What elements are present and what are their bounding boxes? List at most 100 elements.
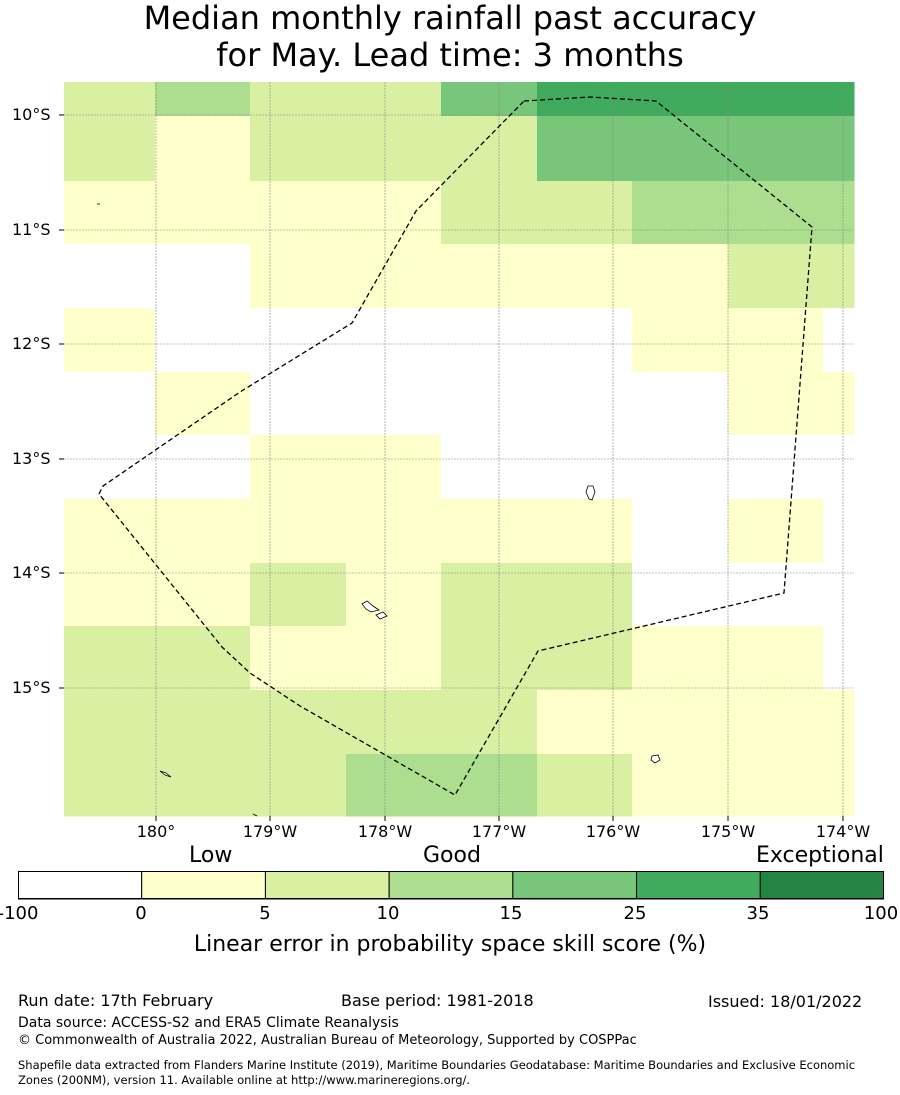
grid-cell (64, 372, 156, 436)
issued-date: Issued: 18/01/2022 (708, 992, 863, 1011)
grid-cell (632, 308, 729, 373)
colorbar-label: Linear error in probability space skill … (193, 932, 707, 957)
grid-cell (537, 499, 633, 564)
grid-cell (823, 308, 855, 373)
category-low: Low (189, 843, 233, 868)
grid-cell (250, 563, 347, 627)
grid-cell (250, 181, 347, 245)
island-1 (585, 485, 596, 501)
base-period: Base period: 1981-2018 (341, 991, 534, 1010)
grid-cell (441, 244, 538, 309)
grid-cell (537, 435, 633, 500)
lat-label-10s: 10°S (12, 105, 51, 124)
island-2 (361, 600, 380, 613)
grid-cell (728, 499, 824, 564)
grid-cell (728, 626, 824, 691)
grid-cell (632, 116, 729, 182)
grid-cell (64, 116, 156, 182)
grid-cell (250, 372, 347, 436)
grid-cell (728, 754, 824, 817)
grid-cell (64, 626, 156, 691)
grid-cell (632, 563, 729, 627)
colorbar-tick: 10 (376, 903, 400, 924)
grid-cell (441, 499, 538, 564)
grid-cell (346, 82, 442, 117)
grid-cell (728, 244, 824, 309)
grid-cell (155, 690, 251, 755)
grid-cell (632, 435, 729, 500)
grid-cell (728, 308, 824, 373)
grid-cell (441, 82, 538, 117)
grid-cell (155, 372, 251, 436)
island-5 (159, 770, 172, 778)
grid-cell (823, 563, 855, 627)
grid-cell (537, 372, 633, 436)
grid-cell (64, 82, 156, 117)
grid-cell (728, 372, 824, 436)
grid-cell (441, 372, 538, 436)
islands (97, 203, 661, 817)
category-good: Good (423, 843, 481, 868)
grid-cell (632, 690, 729, 755)
lon-label-174w: 174°W (815, 822, 871, 841)
grid-cell (250, 754, 347, 817)
grid-cell (250, 435, 347, 500)
grid-cell (250, 626, 347, 691)
grid-cell (64, 754, 156, 817)
lon-label-175w: 175°W (700, 822, 756, 841)
island-7 (252, 813, 258, 817)
grid-cell (441, 626, 538, 691)
grid-cell (823, 244, 855, 309)
colorbar-swatch (18, 871, 143, 900)
map-title-line1: Median monthly rainfall past accuracy (143, 0, 757, 37)
grid-cell (728, 116, 824, 182)
island-4 (650, 754, 661, 764)
colorbar-tick: -100 (0, 903, 39, 924)
grid-cell (441, 754, 538, 817)
grid-cell (823, 82, 855, 117)
grid-cell (155, 308, 251, 373)
grid-cell (155, 244, 251, 309)
copyright: © Commonwealth of Australia 2022, Austra… (18, 1033, 637, 1048)
grid-cell (64, 435, 156, 500)
grid-cell (728, 82, 824, 117)
grid-cell (64, 244, 156, 309)
shapefile-credit-2: Zones (200NM), version 11. Available onl… (18, 1073, 471, 1087)
grid-cell (823, 690, 855, 755)
grid-cell (632, 181, 729, 245)
category-exceptional: Exceptional (756, 843, 884, 868)
eez-boundary (98, 96, 813, 796)
grid-cell (537, 754, 633, 817)
grid-cell (64, 308, 156, 373)
lat-label-12s: 12°S (12, 334, 51, 353)
shapefile-credit-1: Shapefile data extracted from Flanders M… (18, 1058, 856, 1072)
colorbar-swatch (141, 871, 266, 900)
grid-cell (155, 563, 251, 627)
grid-cell (250, 690, 347, 755)
grid-cell (441, 435, 538, 500)
grid-cell (155, 499, 251, 564)
colorbar-tick: 35 (746, 903, 770, 924)
grid-cell (441, 563, 538, 627)
skill-map (59, 82, 855, 821)
colorbar-tick: 25 (623, 903, 647, 924)
grid-cell (346, 244, 442, 309)
grid-cell (728, 690, 824, 755)
grid-cell (823, 181, 855, 245)
grid-cell (632, 82, 729, 117)
map-frame (59, 114, 844, 821)
grid-cell (441, 181, 538, 245)
colorbar-tick: 15 (499, 903, 523, 924)
lon-label-179w: 179°W (242, 822, 298, 841)
grid-cell (155, 82, 251, 117)
grid-cell (537, 308, 633, 373)
lat-label-14s: 14°S (12, 563, 51, 582)
grid-cell (250, 82, 347, 117)
data-source: Data source: ACCESS-S2 and ERA5 Climate … (18, 1015, 399, 1031)
grid-cell (441, 308, 538, 373)
grid-cell (64, 499, 156, 564)
lat-label-11s: 11°S (12, 220, 51, 239)
grid-cell (823, 435, 855, 500)
island-3 (375, 611, 388, 620)
lon-label-177w: 177°W (471, 822, 527, 841)
